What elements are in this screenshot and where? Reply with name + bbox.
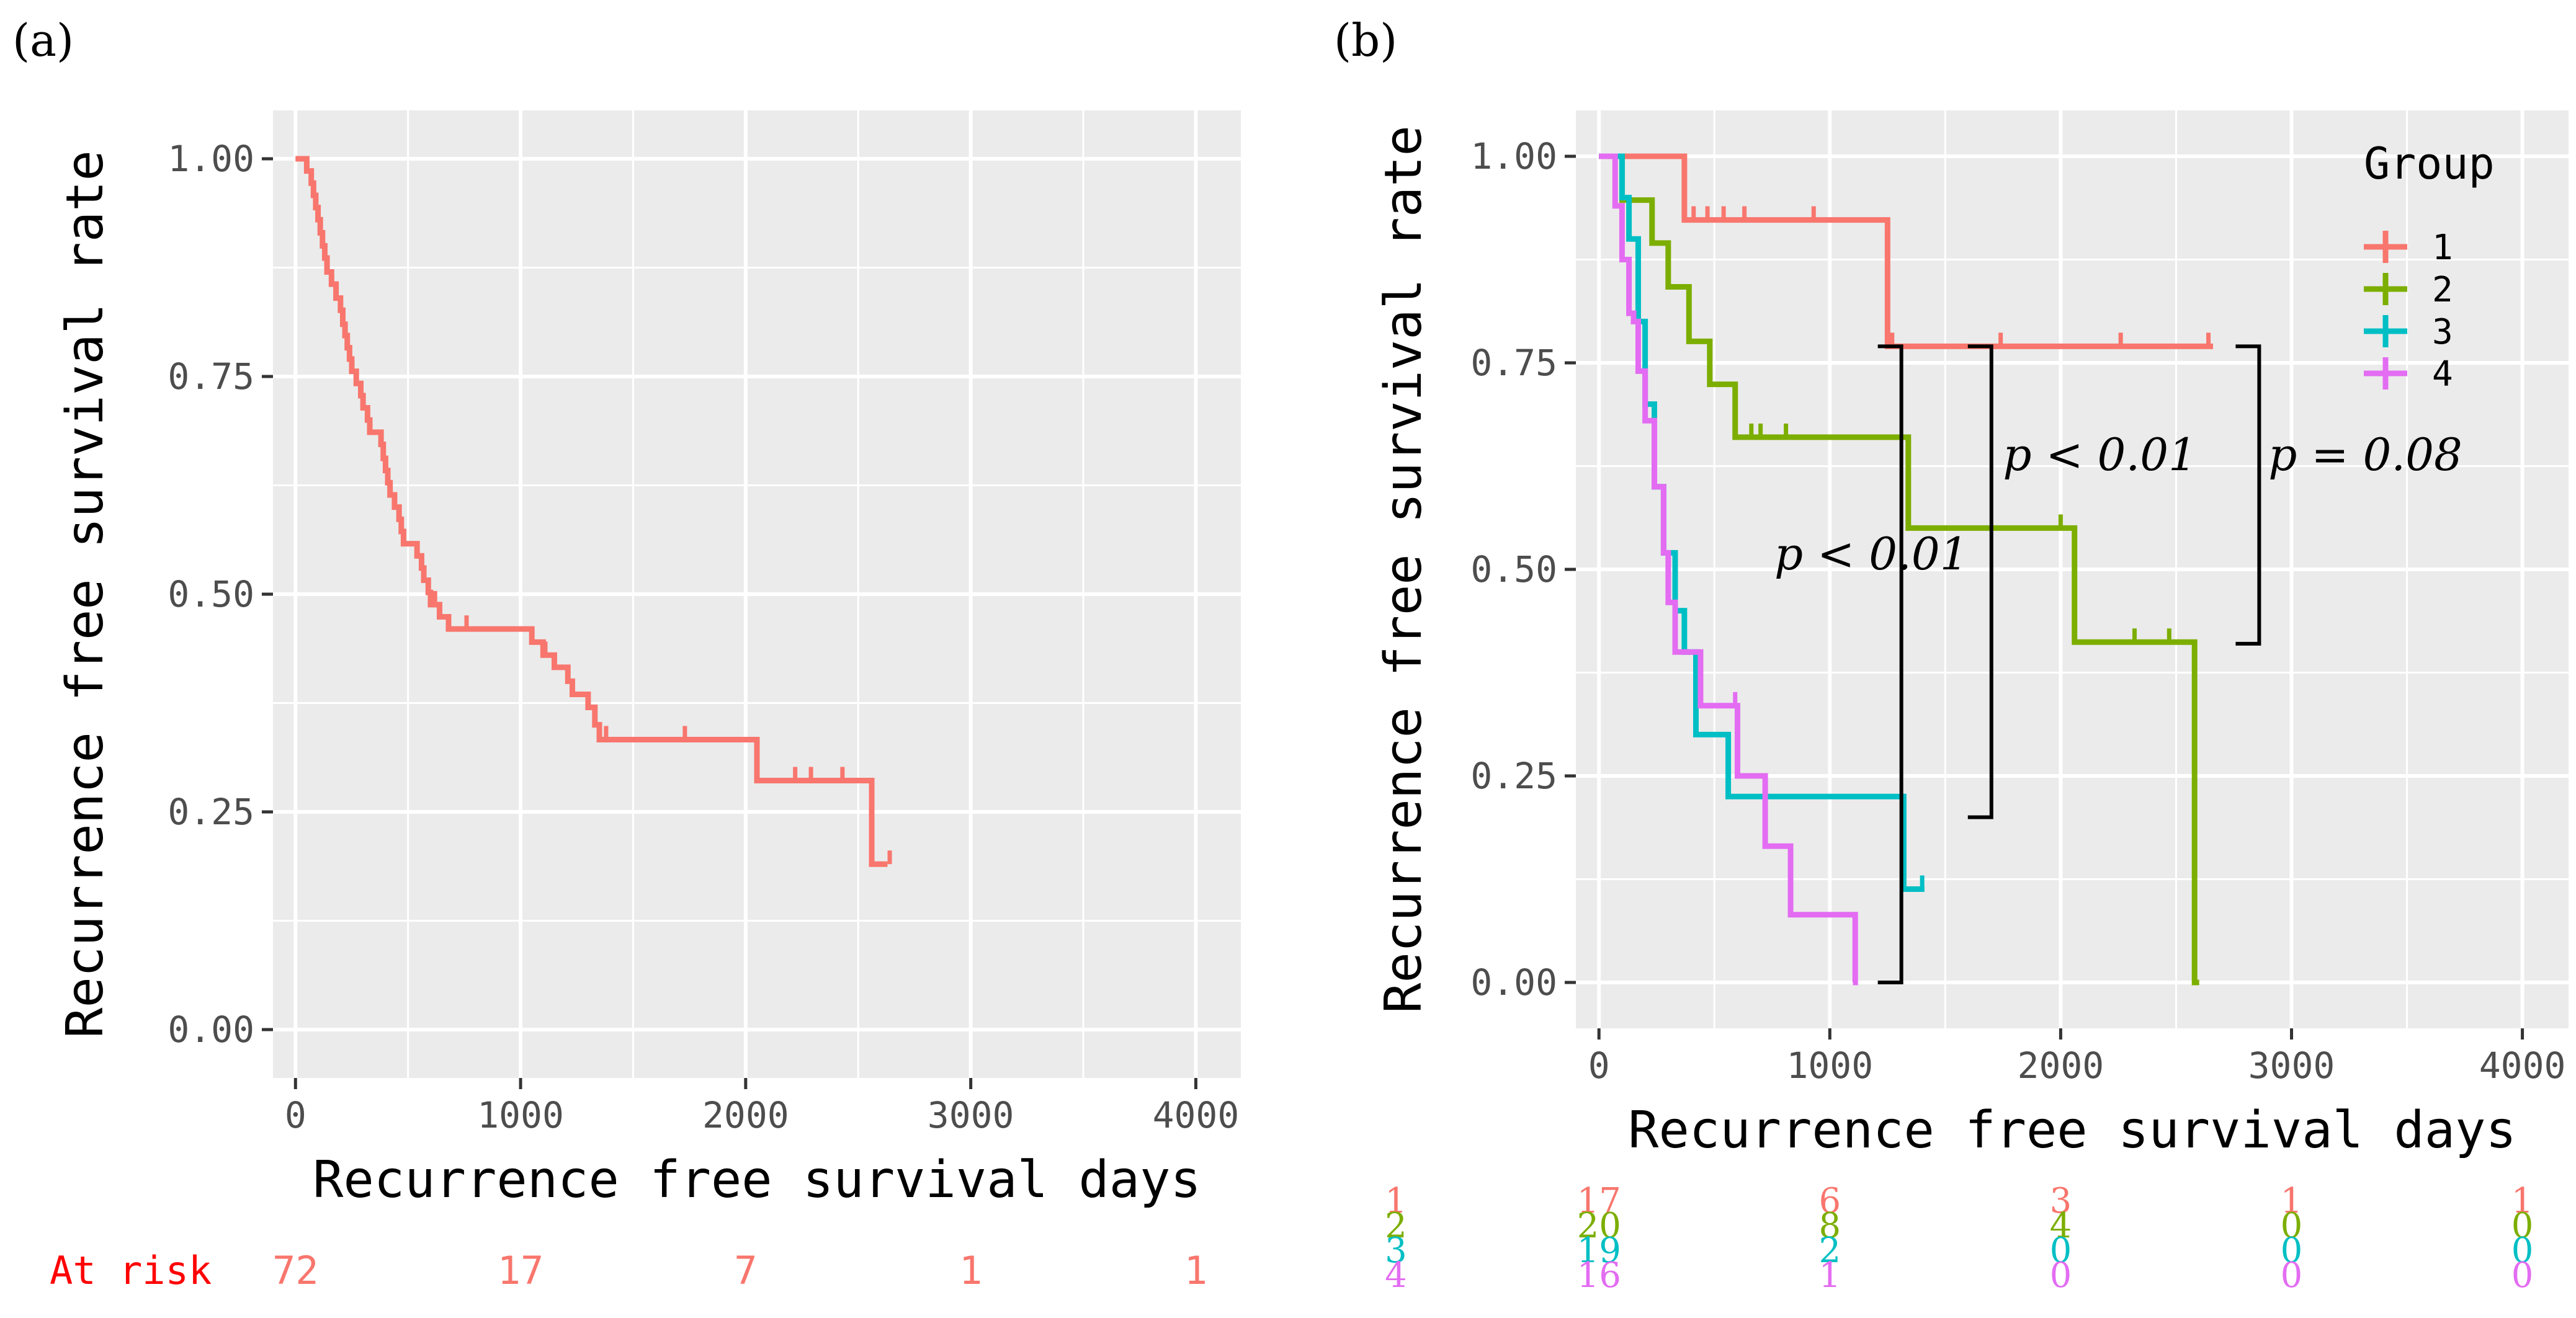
risk-count: 4 xyxy=(2050,1206,2072,1246)
risk-table-b: 1 17 6 3 1 12 20 8 4 0 03 19 2 0 0 04 16 1 0 0 0 xyxy=(1385,1181,2533,1296)
risk-count: 0 xyxy=(2281,1255,2303,1296)
significance-bracket xyxy=(1877,344,1903,984)
series-line xyxy=(295,156,888,867)
x-tick-label: 1000 xyxy=(477,1094,564,1136)
x-tick-label: 3000 xyxy=(928,1094,1014,1136)
x-tick-label: 2000 xyxy=(2018,1044,2104,1087)
axis-ticks-a: 0 1000 2000 3000 4000 0.00 0.25 0.50 0.75 1.00 xyxy=(168,138,1239,1136)
significance-bracket xyxy=(2235,344,2261,646)
axis-ticks-b: 0 1000 2000 3000 4000 0.00 0.25 0.50 0.75 1.00 xyxy=(1470,135,2565,1087)
p-value-annotation: p = 0.08 xyxy=(2268,429,2462,481)
y-tick-label: 1.00 xyxy=(168,138,254,180)
x-tick-label: 1000 xyxy=(1786,1044,1873,1087)
y-axis-label-a: Recurrence free survival rate xyxy=(56,150,115,1038)
risk-count: 0 xyxy=(2511,1206,2534,1246)
legend-label: 1 xyxy=(2432,228,2453,268)
p-value-annotation: p < 0.01 xyxy=(1774,528,1969,580)
risk-group-label: 3 xyxy=(1385,1231,1407,1271)
y-tick-label: 0.25 xyxy=(1470,755,1557,797)
x-tick-label: 4000 xyxy=(2479,1044,2566,1087)
x-tick-label: 3000 xyxy=(2248,1044,2335,1087)
panel-label-b: (b) xyxy=(1334,14,1397,66)
significance-bracket xyxy=(1967,344,1993,819)
x-axis-label-a: Recurrence free survival days xyxy=(313,1151,1201,1209)
p-value-annotation: p < 0.01 xyxy=(2003,429,2197,481)
risk-group-label: 4 xyxy=(1385,1255,1407,1296)
risk-count: 19 xyxy=(1577,1231,1621,1271)
y-tick-label: 0.25 xyxy=(168,791,254,833)
legend-label: 2 xyxy=(2432,270,2453,310)
panel-label-a: (a) xyxy=(12,14,74,66)
risk-table-label: At risk xyxy=(50,1248,212,1293)
y-tick-label: 0.50 xyxy=(1470,548,1557,590)
risk-count: 0 xyxy=(2050,1255,2072,1296)
risk-count: 7 xyxy=(734,1248,757,1293)
series-group-b xyxy=(1599,153,2213,986)
panel-b: (b) p < 0.01p < 0.01 p = 0.08 0 1000 2000 30… xyxy=(1334,14,2569,1296)
x-tick-label: 4000 xyxy=(1153,1094,1240,1136)
risk-count: 72 xyxy=(272,1248,319,1293)
risk-count: 0 xyxy=(2281,1231,2303,1271)
gridlines-a xyxy=(273,110,1241,1078)
legend-label: 3 xyxy=(2432,312,2453,352)
y-tick-label: 0.75 xyxy=(1470,342,1557,384)
y-tick-label: 0.50 xyxy=(168,573,254,615)
legend-title: Group xyxy=(2364,138,2495,189)
y-axis-label-b: Recurrence free survival rate xyxy=(1374,125,1433,1013)
risk-count: 0 xyxy=(2050,1231,2072,1271)
risk-count: 6 xyxy=(1818,1181,1841,1221)
risk-count: 2 xyxy=(1818,1231,1841,1271)
risk-count: 20 xyxy=(1577,1206,1621,1246)
series-line-group-1 xyxy=(1599,153,2213,349)
annotations-b: p < 0.01 p < 0.01 p = 0.08 xyxy=(1774,344,2462,984)
x-tick-label: 0 xyxy=(1588,1044,1610,1087)
y-tick-label: 0.00 xyxy=(168,1009,254,1051)
risk-count: 1 xyxy=(959,1248,982,1293)
y-tick-label: 0.75 xyxy=(168,355,254,398)
y-tick-label: 0.00 xyxy=(1470,961,1557,1004)
risk-count: 16 xyxy=(1577,1255,1621,1296)
risk-count: 17 xyxy=(498,1248,544,1293)
risk-count: 8 xyxy=(1818,1206,1841,1246)
y-tick-label: 1.00 xyxy=(1470,135,1557,177)
series-line-group-4 xyxy=(1599,153,1858,986)
risk-group-label: 2 xyxy=(1385,1206,1407,1246)
x-axis-label-b: Recurrence free survival days xyxy=(1628,1101,2516,1160)
risk-count: 0 xyxy=(2511,1255,2534,1296)
series-group-a xyxy=(295,156,892,867)
risk-count: 0 xyxy=(2281,1206,2303,1246)
x-tick-label: 0 xyxy=(285,1094,306,1136)
legend-label: 4 xyxy=(2432,354,2453,394)
risk-count: 1 xyxy=(1184,1248,1207,1293)
risk-count: 1 xyxy=(1818,1255,1841,1296)
series-line-group-2 xyxy=(1599,153,2199,986)
risk-group-label: 1 xyxy=(1385,1181,1407,1221)
x-tick-label: 2000 xyxy=(702,1094,789,1136)
risk-count: 0 xyxy=(2511,1231,2534,1271)
risk-count: 3 xyxy=(2050,1181,2072,1221)
risk-count: 1 xyxy=(2281,1181,2303,1221)
risk-count: 1 xyxy=(2511,1181,2534,1221)
panel-a: (a) 0 1000 2000 3000 4000 0.00 0.25 0.50 0.75 1.0… xyxy=(12,14,1241,1293)
risk-table-a: At risk 72 17 7 1 1 xyxy=(50,1248,1207,1293)
risk-count: 17 xyxy=(1577,1181,1621,1221)
